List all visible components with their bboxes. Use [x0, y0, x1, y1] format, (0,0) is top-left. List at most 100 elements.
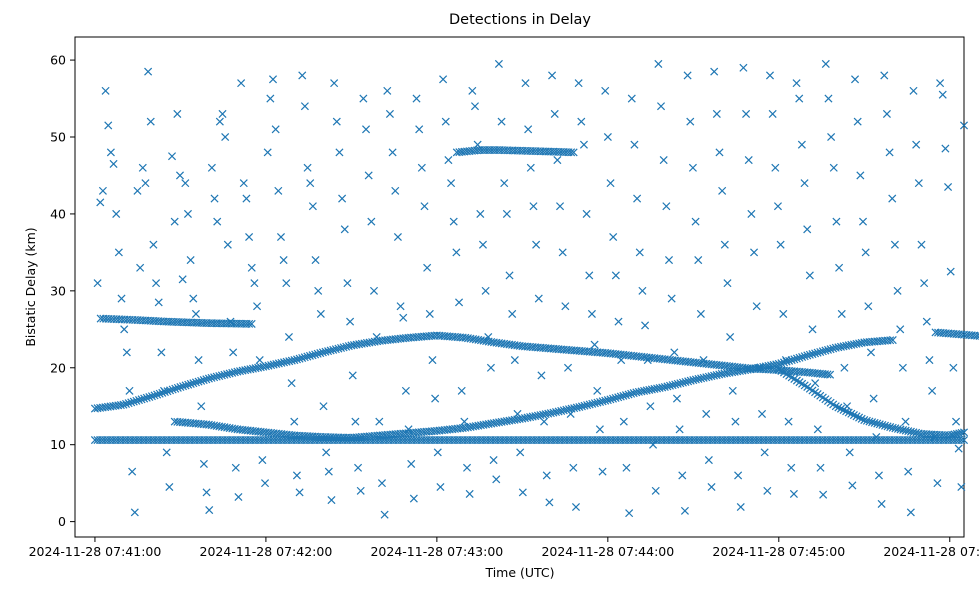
data-point	[712, 109, 721, 118]
data-point	[300, 102, 309, 111]
data-point	[638, 286, 647, 295]
data-point	[574, 79, 583, 88]
data-point	[823, 345, 833, 354]
data-point	[790, 355, 799, 364]
data-point	[287, 356, 296, 365]
data-point	[826, 345, 835, 354]
data-point	[141, 179, 150, 188]
data-point	[136, 263, 145, 272]
data-point	[864, 302, 873, 311]
data-point	[870, 418, 879, 427]
data-point	[760, 448, 769, 457]
data-point	[290, 356, 299, 365]
data-point	[119, 400, 128, 409]
data-point	[239, 179, 248, 188]
data-point	[805, 271, 814, 280]
data-point	[922, 317, 931, 326]
data-point	[137, 395, 146, 404]
data-point	[558, 248, 567, 257]
data-point	[245, 232, 254, 242]
data-point	[635, 248, 644, 257]
data-point	[261, 479, 270, 488]
data-point	[837, 309, 846, 318]
data-point	[671, 380, 680, 389]
data-point	[93, 279, 102, 288]
data-point	[415, 125, 424, 134]
data-point	[952, 417, 961, 426]
data-point	[744, 156, 753, 165]
data-point	[678, 471, 687, 480]
data-point	[476, 209, 485, 218]
data-point	[332, 117, 341, 126]
data-point	[178, 275, 187, 284]
data-point	[667, 294, 676, 303]
data-point	[739, 63, 748, 72]
data-point	[298, 71, 307, 80]
data-point	[210, 194, 219, 203]
data-point	[930, 432, 939, 442]
data-point	[134, 396, 144, 405]
data-point	[606, 395, 615, 404]
data-point	[598, 397, 607, 406]
data-point	[221, 132, 230, 142]
data-point	[906, 508, 915, 517]
data-point	[404, 425, 413, 434]
data-point	[489, 456, 498, 465]
data-point	[542, 471, 551, 480]
data-point	[954, 444, 963, 453]
data-point	[218, 109, 227, 118]
data-point	[465, 489, 474, 498]
data-point	[898, 363, 907, 372]
data-point	[473, 140, 482, 149]
data-point	[566, 409, 575, 418]
data-point	[537, 371, 546, 380]
data-point	[184, 380, 193, 389]
data-point	[253, 302, 262, 311]
data-point	[847, 409, 856, 418]
data-point	[680, 506, 689, 515]
data-point	[330, 79, 339, 88]
data-point	[213, 217, 222, 226]
data-point	[425, 309, 434, 318]
data-point	[590, 340, 599, 349]
data-point	[449, 217, 458, 226]
data-point	[186, 256, 195, 265]
data-point	[832, 217, 841, 226]
data-point	[321, 347, 330, 356]
data-point	[611, 271, 620, 280]
data-point	[484, 332, 493, 342]
data-point	[869, 394, 878, 403]
data-point	[311, 256, 320, 265]
data-point	[359, 94, 368, 103]
data-point	[505, 271, 514, 280]
data-point	[914, 179, 923, 188]
data-point	[303, 352, 312, 361]
data-point	[351, 417, 360, 426]
data-point	[824, 94, 833, 103]
data-point	[255, 356, 264, 365]
data-point	[938, 90, 947, 99]
data-point	[826, 370, 835, 379]
data-point	[313, 349, 322, 358]
data-point	[773, 202, 782, 211]
data-point	[178, 382, 188, 391]
data-point	[106, 148, 115, 157]
x-tick-label: 2024-11-28 07:46:00	[883, 544, 979, 559]
data-point	[117, 294, 126, 303]
data-point	[120, 325, 129, 334]
data-point	[834, 403, 843, 412]
data-point	[800, 352, 809, 361]
data-point	[377, 479, 386, 488]
data-point	[755, 363, 764, 372]
data-point	[609, 232, 618, 242]
data-point	[699, 356, 708, 365]
data-point	[494, 59, 503, 68]
data-point	[433, 448, 442, 457]
data-point	[646, 402, 655, 411]
data-point	[856, 171, 865, 180]
data-point	[848, 481, 857, 490]
data-point	[657, 102, 666, 111]
data-point	[606, 179, 615, 188]
data-point	[369, 286, 379, 295]
y-tick-label: 50	[50, 130, 66, 145]
